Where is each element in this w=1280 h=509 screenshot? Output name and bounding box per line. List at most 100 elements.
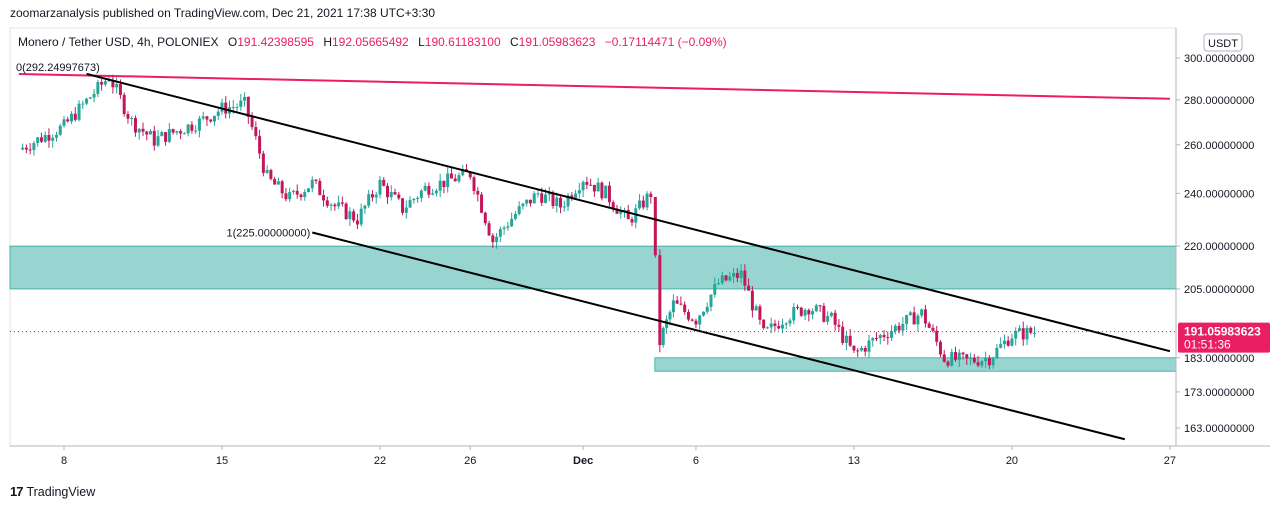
- candle-body: [551, 192, 555, 207]
- candle-body: [273, 178, 277, 185]
- candle-body: [85, 98, 89, 104]
- candle-body: [1002, 340, 1006, 345]
- candle-body: [521, 203, 525, 207]
- candle-body: [348, 211, 352, 219]
- open-label: O: [227, 35, 238, 49]
- candle-body: [792, 307, 796, 321]
- x-tick-label: 26: [464, 455, 476, 467]
- tradingview-footer[interactable]: 17 TradingView: [10, 484, 95, 499]
- y-tick-label: 173.00000000: [1184, 387, 1254, 399]
- candle-body: [668, 312, 672, 320]
- candle-body: [322, 195, 326, 201]
- candle-body: [532, 193, 536, 204]
- candle-body: [307, 188, 311, 193]
- candle-body: [502, 227, 506, 230]
- candle-body: [829, 312, 833, 316]
- candle-body: [397, 194, 401, 199]
- candle-body: [246, 96, 250, 117]
- x-tick-label: 15: [216, 455, 228, 467]
- candle-body: [908, 312, 912, 316]
- candle-body: [54, 134, 58, 138]
- candle-body: [543, 194, 547, 203]
- candle-body: [43, 135, 47, 142]
- candle-body: [115, 84, 119, 88]
- candle-body: [280, 181, 284, 194]
- candle-body: [658, 255, 662, 346]
- candle-body: [284, 193, 288, 200]
- candle-body: [344, 203, 348, 219]
- candle-body: [822, 305, 826, 322]
- candle-body: [848, 335, 852, 346]
- candle-body: [811, 311, 815, 315]
- candle-body: [841, 326, 845, 343]
- channel-lower-line: [312, 231, 1126, 441]
- candle-body: [701, 311, 705, 316]
- candle-body: [622, 209, 626, 212]
- candle-body: [999, 344, 1003, 348]
- candle-body: [39, 137, 43, 142]
- candle-body: [991, 357, 995, 366]
- candle-body: [709, 294, 713, 307]
- candle-body: [382, 179, 386, 186]
- candle-body: [728, 276, 732, 281]
- candle-body: [318, 180, 322, 196]
- candle-body: [28, 149, 32, 151]
- candle-body: [111, 80, 115, 88]
- candle-body: [592, 184, 596, 192]
- ohlc-legend: Monero / Tether USD, 4h, POLONIEX O191.4…: [18, 35, 727, 49]
- candle-body: [453, 178, 457, 182]
- candle-body: [912, 312, 916, 325]
- candle-body: [32, 143, 36, 150]
- candle-body: [355, 220, 359, 225]
- candle-body: [182, 133, 186, 135]
- candle-body: [611, 202, 615, 209]
- candle-body: [197, 118, 201, 131]
- candle-body: [661, 327, 665, 346]
- candle-body: [717, 283, 721, 285]
- y-tick-label: 220.00000000: [1184, 241, 1254, 253]
- candle-body: [833, 312, 837, 325]
- candle-body: [1006, 340, 1010, 346]
- candle-body: [209, 119, 213, 122]
- y-tick-label: 280.00000000: [1184, 95, 1254, 107]
- plot-frame: [9, 27, 1177, 447]
- candle-body: [457, 175, 461, 182]
- candle-body: [243, 96, 247, 101]
- candle-body: [920, 309, 924, 316]
- candle-body: [126, 114, 130, 119]
- candle-body: [525, 199, 529, 204]
- candle-body: [931, 327, 935, 331]
- candle-body: [705, 306, 709, 312]
- candle-body: [581, 182, 585, 191]
- candle-body: [818, 305, 822, 307]
- candle-body: [88, 97, 92, 99]
- candle-body: [942, 354, 946, 362]
- candle-body: [972, 357, 976, 363]
- candle-body: [472, 177, 476, 192]
- candle-body: [291, 190, 295, 193]
- candle-body: [70, 113, 74, 122]
- candle-body: [837, 324, 841, 327]
- candle-body: [984, 358, 988, 362]
- candle-body: [754, 306, 758, 311]
- candle-body: [295, 190, 299, 195]
- candle-body: [393, 191, 397, 195]
- candle-body: [145, 131, 149, 135]
- candle-body: [130, 118, 134, 120]
- candle-body: [946, 361, 950, 366]
- low-label: L: [418, 35, 425, 49]
- candle-body: [333, 204, 337, 207]
- currency-badge-label: USDT: [1208, 38, 1238, 50]
- candle-body: [141, 128, 145, 132]
- candle-body: [250, 116, 254, 128]
- candle-body: [235, 106, 239, 108]
- candle-body: [239, 100, 243, 107]
- candle-body: [378, 179, 382, 195]
- candle-body: [224, 102, 228, 114]
- candle-body: [882, 335, 886, 338]
- candle-body: [562, 206, 566, 208]
- candle-body: [859, 347, 863, 351]
- candle-body: [935, 330, 939, 342]
- candle-body: [796, 307, 800, 309]
